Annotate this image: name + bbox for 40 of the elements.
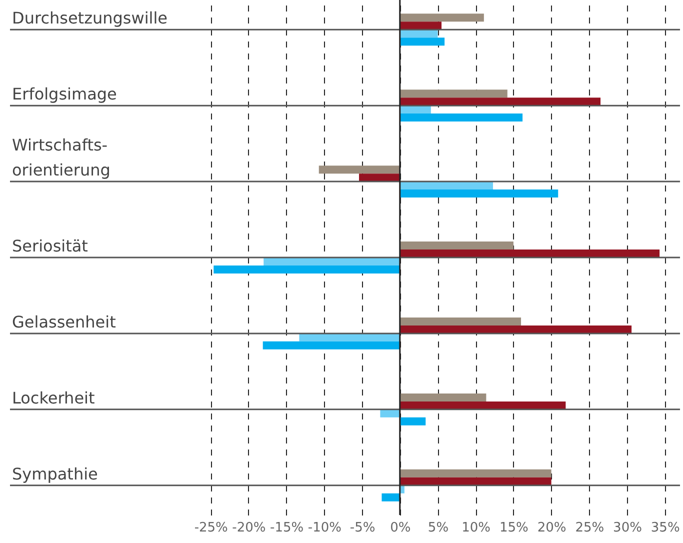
y-tick-label: Sympathie	[12, 464, 98, 484]
y-tick-label: Durchsetzungswille	[12, 8, 168, 28]
bar	[214, 265, 400, 274]
bar	[400, 393, 486, 402]
bar	[400, 90, 508, 98]
y-tick-label: Gelassenheit	[12, 312, 116, 332]
x-tick-label: -20%	[232, 520, 266, 536]
x-tick-label: 30%	[613, 520, 642, 536]
y-tick-label: Seriosität	[12, 236, 88, 256]
y-tick-label: Lockerheit	[12, 388, 95, 408]
bar	[359, 174, 400, 182]
bar	[318, 166, 400, 174]
bar	[382, 493, 400, 502]
bar	[380, 409, 400, 418]
x-tick-label: -5%	[350, 520, 376, 536]
x-tick-label: -15%	[270, 520, 304, 536]
x-tick-label: -25%	[194, 520, 228, 536]
bar	[400, 190, 558, 198]
bar	[400, 14, 484, 22]
bar	[400, 250, 660, 258]
x-tick-label: 35%	[650, 520, 680, 536]
bar	[400, 469, 552, 478]
y-tick-label: Wirtschafts- orientierung	[12, 136, 110, 180]
x-tick-label: 15%	[499, 520, 528, 536]
bar	[400, 417, 426, 426]
x-tick-label: 20%	[537, 520, 566, 536]
x-tick-label: 10%	[462, 520, 491, 536]
bar	[400, 98, 601, 106]
bar	[400, 114, 523, 122]
bar	[400, 22, 442, 30]
bar	[400, 318, 522, 326]
bar	[400, 242, 514, 250]
bar	[400, 38, 445, 46]
y-tick-label: Erfolgsimage	[12, 84, 117, 104]
x-tick-label: -10%	[308, 520, 342, 536]
bar	[262, 341, 400, 350]
x-tick-label: 0%	[390, 520, 411, 536]
x-tick-label: 5%	[428, 520, 449, 536]
x-tick-label: 25%	[575, 520, 604, 536]
bar	[299, 333, 400, 342]
